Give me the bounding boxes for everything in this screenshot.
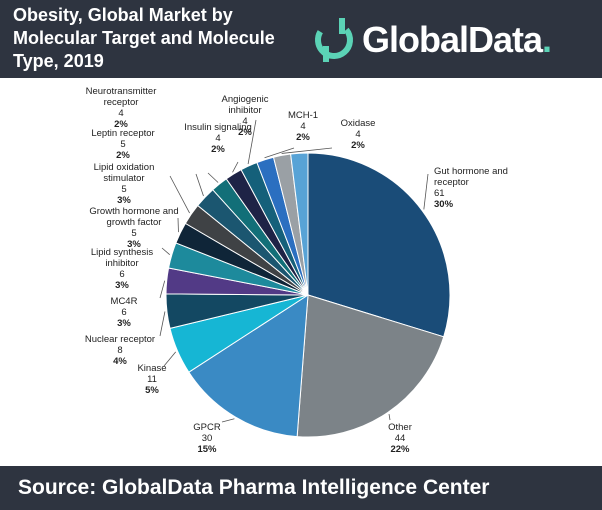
pie-slice (188, 294, 309, 438)
slice-label: Lipid synthesis inhibitor 6 3% (91, 247, 154, 291)
logo-wordmark: GlobalData (362, 19, 543, 60)
pie-slices (165, 152, 451, 438)
slice-label: Angiogenic inhibitor 4 2% (221, 94, 268, 138)
slice-label: Leptin receptor 5 2% (91, 128, 154, 161)
leader-line (163, 351, 177, 367)
globaldata-logo: GlobalData. (312, 12, 592, 68)
slice-label: Insulin signaling 4 2% (184, 122, 252, 155)
footer-bar: Source: GlobalData Pharma Intelligence C… (0, 466, 602, 510)
leader-line (169, 175, 190, 214)
slice-labels: Gut hormone and receptor 61 30% Other 44 22% GP… (85, 86, 508, 455)
slice-label: MC4R 6 3% (111, 296, 138, 329)
pie-slice (307, 152, 451, 338)
logo-dot: . (542, 19, 552, 60)
slice-label: MCH-1 4 2% (288, 110, 318, 143)
header-bar: Obesity, Global Market by Molecular Targ… (0, 0, 602, 78)
leader-line (423, 173, 429, 210)
page-title: Obesity, Global Market by Molecular Targ… (13, 5, 275, 71)
slice-label: Kinase 11 5% (137, 363, 166, 396)
slice-label: Growth hormone and growth factor 5 3% (89, 206, 178, 250)
leader-line (207, 172, 219, 183)
leader-line (159, 311, 166, 337)
slice-label: Oxidase 4 2% (341, 118, 376, 151)
leader-line (247, 119, 257, 165)
leader-line (221, 418, 235, 423)
leader-lines (159, 119, 429, 423)
logo-text: GlobalData. (362, 18, 552, 62)
globaldata-logo-icon (315, 18, 353, 62)
slice-label: GPCR 30 15% (193, 422, 221, 455)
leader-line (264, 147, 295, 159)
pie-chart: Gut hormone and receptor 61 30% Other 44 22% GP… (85, 86, 508, 455)
slice-label: Lipid oxidation stimulator 5 3% (94, 162, 155, 206)
slice-label: Neurotransmitter receptor 4 2% (86, 86, 157, 130)
leader-line (232, 161, 239, 173)
slice-label: Gut hormone and receptor 61 30% (434, 166, 508, 210)
leader-line (388, 413, 391, 421)
slice-label: Other 44 22% (388, 422, 412, 455)
leader-line (161, 247, 171, 256)
leader-line (195, 173, 204, 197)
leader-line (159, 280, 166, 299)
pie-slice (296, 294, 445, 438)
slice-label: Nuclear receptor 8 4% (85, 334, 155, 367)
pie-slice (290, 152, 309, 296)
source-text: Source: GlobalData Pharma Intelligence C… (18, 476, 490, 499)
leader-line (281, 147, 333, 154)
